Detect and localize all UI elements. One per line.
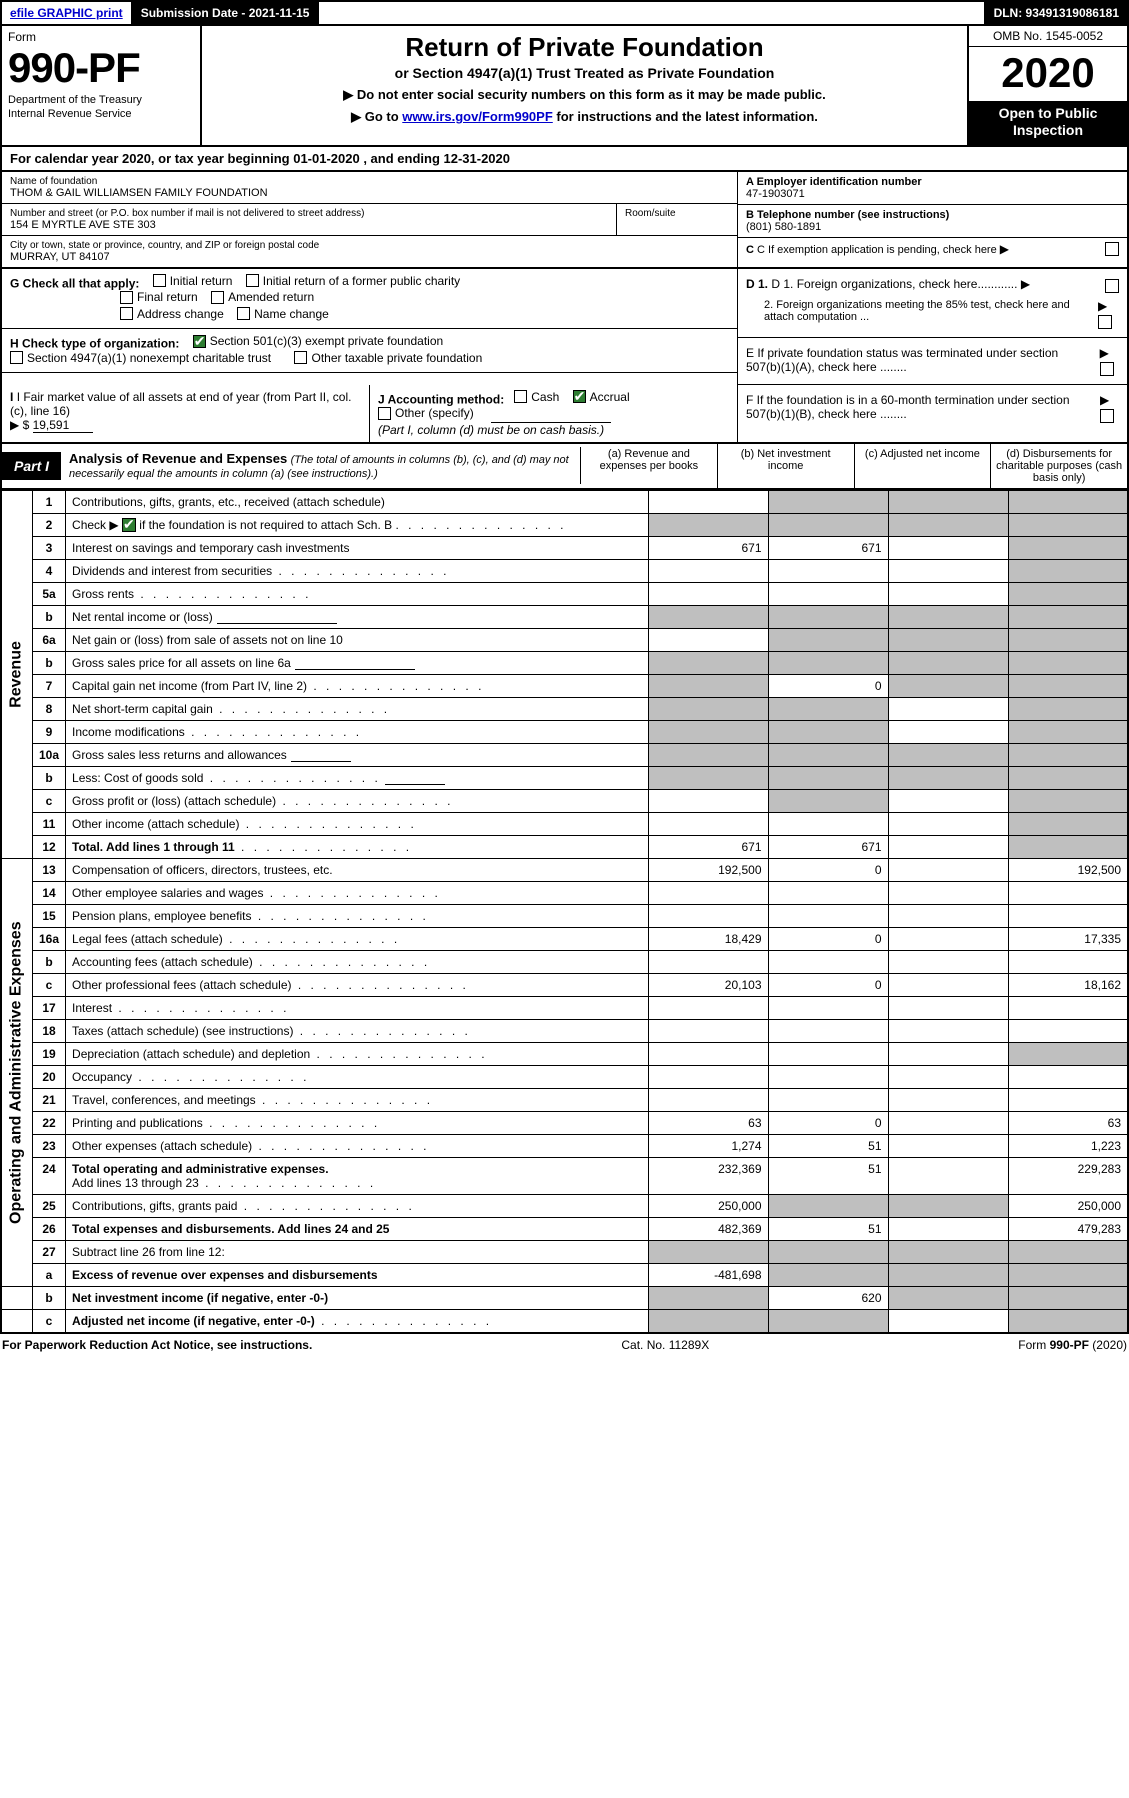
- irs-link[interactable]: www.irs.gov/Form990PF: [402, 109, 553, 124]
- h-org-type: H Check type of organization: Section 50…: [2, 329, 737, 373]
- efile-link[interactable]: efile GRAPHIC print: [2, 2, 133, 24]
- open-to-public: Open to Public Inspection: [969, 101, 1127, 145]
- checkbox-c[interactable]: [1105, 242, 1119, 256]
- col-a-hdr: (a) Revenue and expenses per books: [581, 444, 718, 488]
- header-right: OMB No. 1545-0052 2020 Open to Public In…: [967, 26, 1127, 145]
- header-left: Form 990-PF Department of the Treasury I…: [2, 26, 202, 145]
- cb-d1[interactable]: [1105, 279, 1119, 293]
- cb-address-change[interactable]: [120, 307, 133, 320]
- part1-header: Part I Analysis of Revenue and Expenses …: [0, 444, 1129, 490]
- cb-amended-return[interactable]: [211, 291, 224, 304]
- cb-other-taxable[interactable]: [294, 351, 307, 364]
- dept-irs: Internal Revenue Service: [8, 108, 194, 120]
- g-d-block: G Check all that apply: Initial return I…: [0, 269, 1129, 385]
- form-subtitle: or Section 4947(a)(1) Trust Treated as P…: [212, 65, 957, 81]
- cb-sch-b[interactable]: [122, 518, 136, 532]
- col-c-hdr: (c) Adjusted net income: [855, 444, 992, 488]
- ijf-block: I I Fair market value of all assets at e…: [0, 385, 1129, 444]
- dept-treasury: Department of the Treasury: [8, 94, 194, 106]
- form-header: Form 990-PF Department of the Treasury I…: [0, 26, 1129, 147]
- city-cell: City or town, state or province, country…: [2, 236, 737, 267]
- cb-final-return[interactable]: [120, 291, 133, 304]
- page-footer: For Paperwork Reduction Act Notice, see …: [0, 1334, 1129, 1352]
- g-check-apply: G Check all that apply: Initial return I…: [2, 269, 737, 330]
- footer-left: For Paperwork Reduction Act Notice, see …: [2, 1338, 312, 1352]
- foundation-name-cell: Name of foundation THOM & GAIL WILLIAMSE…: [2, 172, 737, 204]
- f-block: F If the foundation is in a 60-month ter…: [738, 385, 1127, 431]
- i-fmv: I I Fair market value of all assets at e…: [2, 385, 370, 442]
- cb-e[interactable]: [1100, 362, 1114, 376]
- dln: DLN: 93491319086181: [984, 2, 1127, 24]
- col-d-hdr: (d) Disbursements for charitable purpose…: [991, 444, 1127, 488]
- cb-d2[interactable]: [1098, 315, 1112, 329]
- side-revenue: Revenue: [1, 490, 33, 859]
- cb-4947a1[interactable]: [10, 351, 23, 364]
- d-block: D 1. D 1. Foreign organizations, check h…: [738, 269, 1127, 337]
- calendar-year-line: For calendar year 2020, or tax year begi…: [0, 147, 1129, 172]
- omb-number: OMB No. 1545-0052: [969, 26, 1127, 47]
- col-b-hdr: (b) Net investment income: [718, 444, 855, 488]
- ein-cell: A Employer identification number 47-1903…: [738, 172, 1127, 205]
- form-title: Return of Private Foundation: [212, 32, 957, 63]
- cb-501c3[interactable]: [193, 335, 206, 348]
- cb-initial-former[interactable]: [246, 274, 259, 287]
- form-label: Form: [8, 30, 194, 44]
- cb-initial-return[interactable]: [153, 274, 166, 287]
- footer-right: Form 990-PF (2020): [1018, 1338, 1127, 1352]
- phone-cell: B Telephone number (see instructions) (8…: [738, 205, 1127, 238]
- part1-label: Part I: [2, 452, 61, 480]
- header-mid: Return of Private Foundation or Section …: [202, 26, 967, 145]
- footer-mid: Cat. No. 11289X: [621, 1338, 709, 1352]
- part1-table: Revenue 1 Contributions, gifts, grants, …: [0, 490, 1129, 1335]
- address-row: Number and street (or P.O. box number if…: [2, 204, 737, 236]
- identity-block: Name of foundation THOM & GAIL WILLIAMSE…: [0, 172, 1129, 269]
- submission-date: Submission Date - 2021-11-15: [133, 2, 320, 24]
- cb-accrual[interactable]: [573, 390, 586, 403]
- c-pending: C C If exemption application is pending,…: [738, 238, 1127, 260]
- cb-name-change[interactable]: [237, 307, 250, 320]
- cb-other-method[interactable]: [378, 407, 391, 420]
- tax-year: 2020: [969, 47, 1127, 101]
- cb-cash[interactable]: [514, 390, 527, 403]
- note-goto: Go to www.irs.gov/Form990PF for instruct…: [212, 109, 957, 125]
- cb-f[interactable]: [1100, 409, 1114, 423]
- note-ssn: Do not enter social security numbers on …: [212, 87, 957, 103]
- j-accounting: J Accounting method: Cash Accrual Other …: [370, 385, 737, 442]
- form-number: 990-PF: [8, 44, 194, 92]
- e-block: E If private foundation status was termi…: [738, 337, 1127, 385]
- side-expenses: Operating and Administrative Expenses: [1, 859, 33, 1287]
- top-bar: efile GRAPHIC print Submission Date - 20…: [0, 0, 1129, 26]
